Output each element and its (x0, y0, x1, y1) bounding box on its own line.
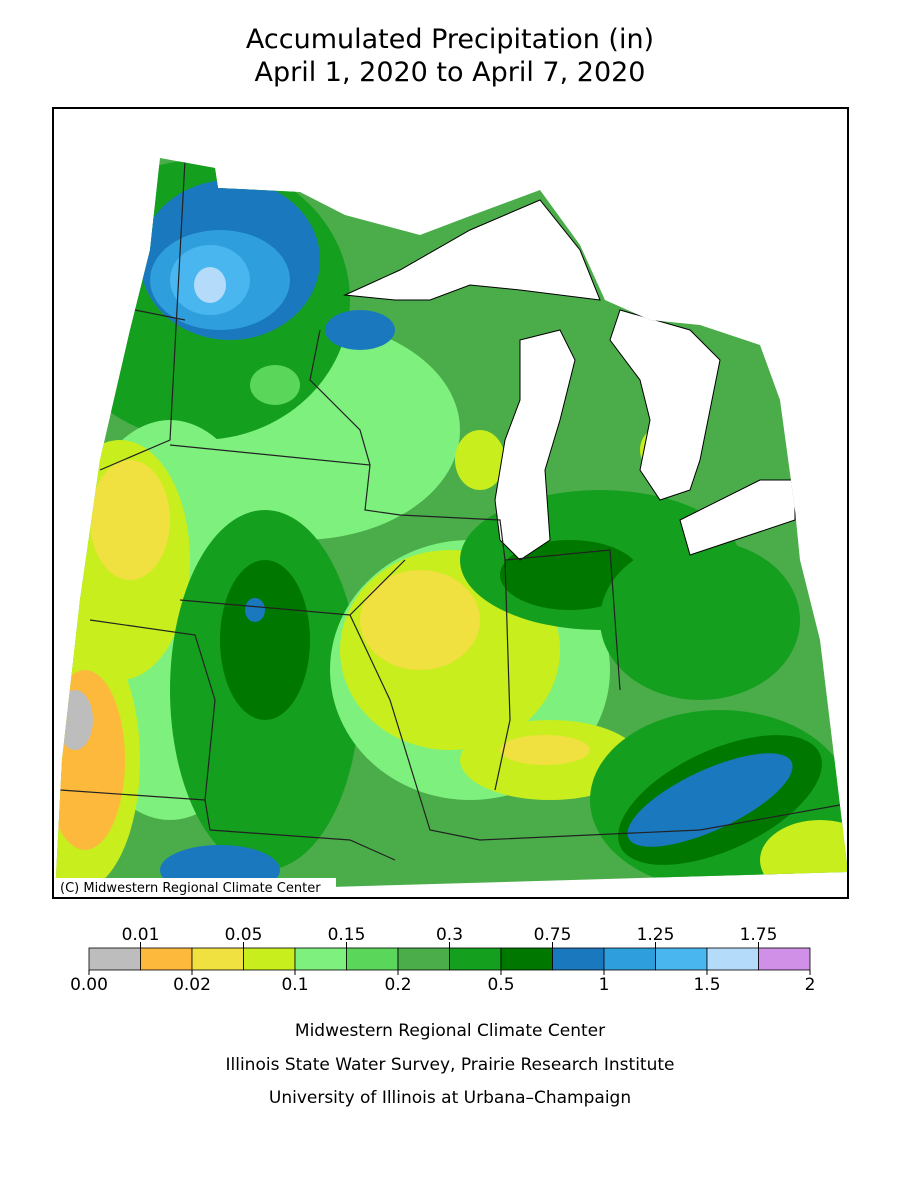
legend-label: 0.5 (487, 975, 514, 995)
credit-line: Midwestern Regional Climate Center (295, 1021, 605, 1041)
legend-label: 0.15 (328, 925, 366, 945)
copyright-box (54, 878, 336, 897)
legend-swatch (603, 947, 656, 971)
legend-label: 1.5 (693, 975, 720, 995)
title-line: Accumulated Precipitation (in) (246, 24, 654, 55)
legend-swatch (397, 947, 450, 971)
legend-label: 1.75 (740, 925, 778, 945)
legend-swatch (294, 947, 347, 971)
precip-field (55, 158, 848, 895)
credit-line: Illinois State Water Survey, Prairie Res… (226, 1055, 675, 1075)
legend-swatch (706, 947, 759, 971)
legend-swatch (758, 947, 811, 971)
legend-swatch (655, 947, 708, 971)
legend-label: 1 (599, 975, 610, 995)
legend-label: 0.75 (534, 925, 572, 945)
legend-label: 0.2 (384, 975, 411, 995)
map-frame (52, 107, 849, 899)
legend-swatch (346, 947, 399, 971)
legend-swatch (88, 947, 141, 971)
copyright: (C) Midwestern Regional Climate Center (60, 881, 321, 896)
legend-label: 2 (805, 975, 816, 995)
legend-label: 0.1 (281, 975, 308, 995)
legend: 0.00 0.01 0.02 0.05 0.1 0.15 0.2 0.3 0.5 0.75 1 1.2… (70, 925, 815, 995)
legend-label: 0.01 (122, 925, 160, 945)
legend-swatch (500, 947, 553, 971)
legend-label: 1.25 (637, 925, 675, 945)
legend-label: 0.05 (225, 925, 263, 945)
title-line: April 1, 2020 to April 7, 2020 (255, 57, 646, 88)
legend-swatch (449, 947, 502, 971)
legend-swatch (140, 947, 193, 971)
legend-label: 0.02 (173, 975, 211, 995)
credit-line: University of Illinois at Urbana–Champai… (269, 1088, 631, 1108)
legend-label: 0.00 (70, 975, 108, 995)
legend-swatch (243, 947, 296, 971)
legend-swatch (552, 947, 605, 971)
legend-swatch (191, 947, 244, 971)
legend-label: 0.3 (436, 925, 463, 945)
